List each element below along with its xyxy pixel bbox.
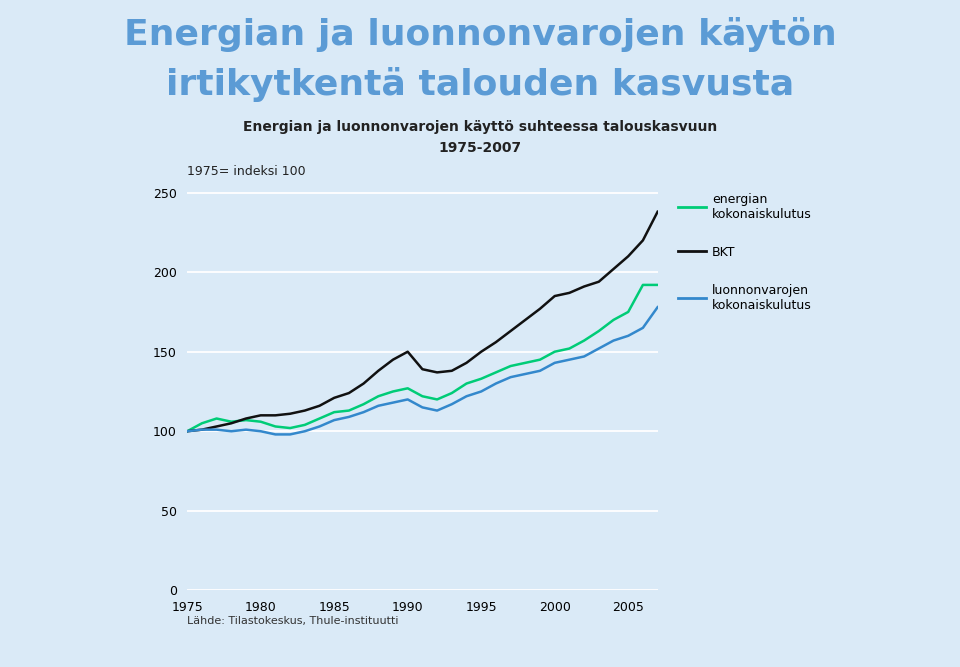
Text: Lähde: Tilastokeskus, Thule-instituutti: Lähde: Tilastokeskus, Thule-instituutti	[187, 616, 398, 626]
Text: 1975-2007: 1975-2007	[439, 141, 521, 155]
Legend: energian
kokonaiskulutus, BKT, luonnonvarojen
kokonaiskulutus: energian kokonaiskulutus, BKT, luonnonva…	[679, 193, 812, 312]
Text: 1975= indeksi 100: 1975= indeksi 100	[187, 165, 306, 178]
Text: Energian ja luonnonvarojen käyttö suhteessa talouskasvuun: Energian ja luonnonvarojen käyttö suhtee…	[243, 120, 717, 134]
Text: Energian ja luonnonvarojen käytön: Energian ja luonnonvarojen käytön	[124, 17, 836, 51]
Text: irtikytkentä talouden kasvusta: irtikytkentä talouden kasvusta	[166, 67, 794, 101]
